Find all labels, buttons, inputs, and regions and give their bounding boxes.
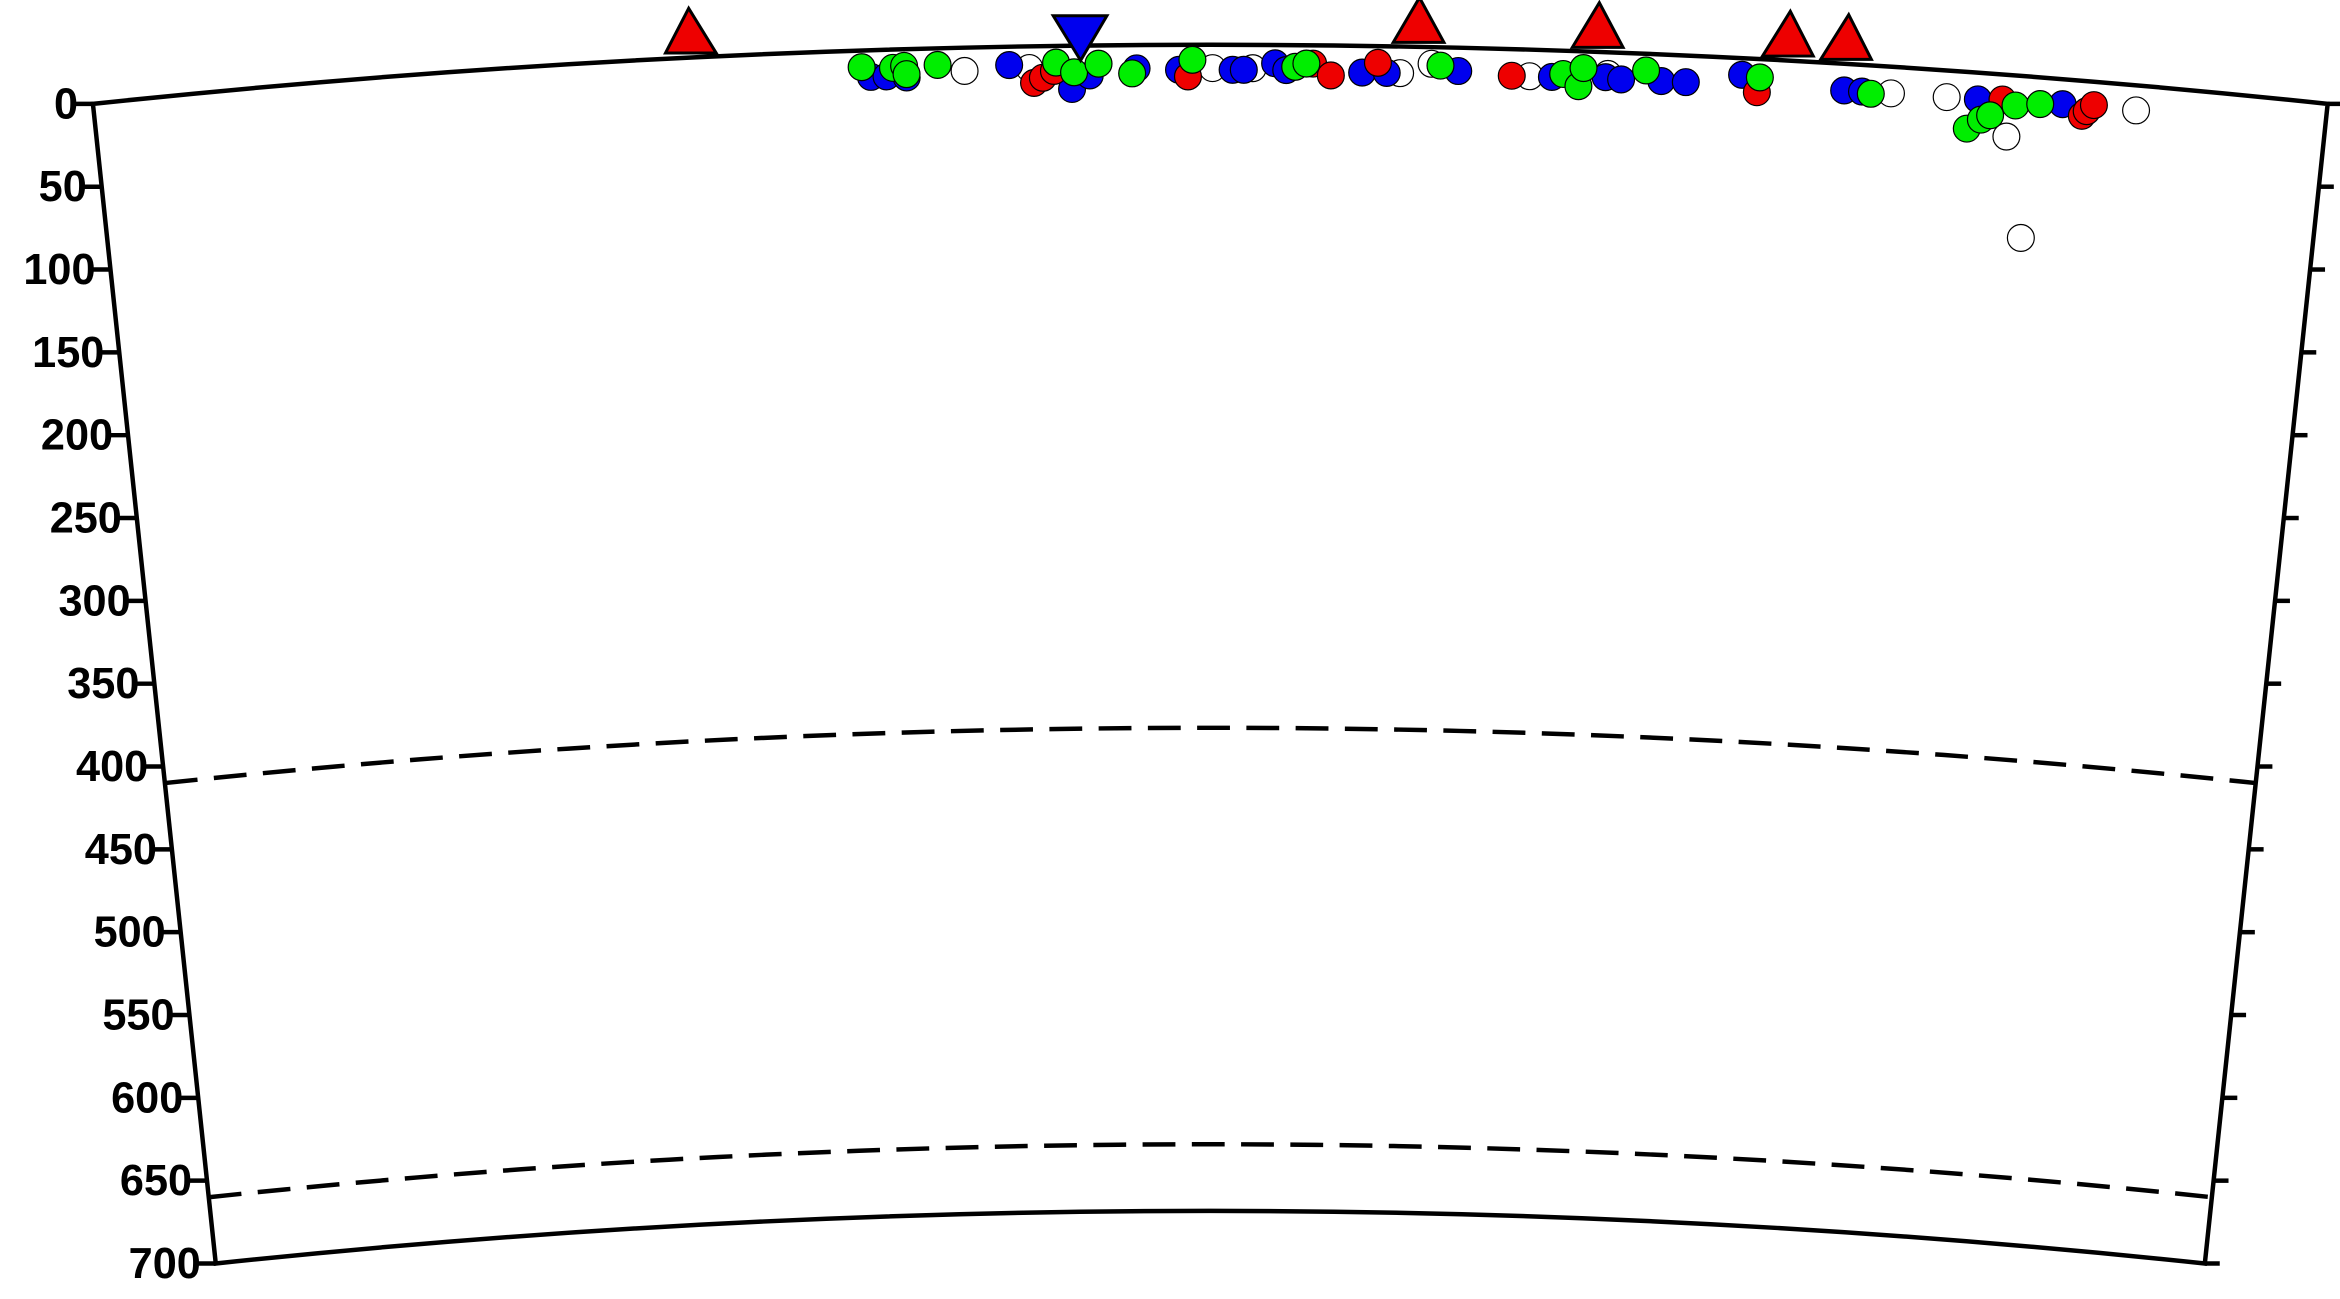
event — [2079, 91, 2108, 120]
y-tick-label: 100 — [23, 246, 95, 294]
event — [1856, 79, 1885, 108]
volcano — [1390, 0, 1447, 44]
event — [1426, 51, 1455, 80]
event — [1060, 58, 1089, 87]
event — [2122, 96, 2151, 125]
event — [1932, 83, 1961, 112]
event — [1178, 45, 1207, 74]
event — [1229, 55, 1258, 84]
event — [1632, 56, 1661, 85]
event — [950, 56, 979, 86]
station — [1050, 14, 1110, 64]
y-tick-label: 450 — [85, 826, 157, 874]
event — [847, 53, 876, 82]
event — [2026, 90, 2055, 119]
volcano — [1569, 0, 1626, 49]
event — [1671, 68, 1700, 97]
event — [1992, 122, 2021, 151]
event — [1607, 65, 1636, 94]
event — [1292, 49, 1321, 78]
y-tick-label: 400 — [76, 743, 148, 791]
y-tick-label: 50 — [39, 163, 87, 211]
y-tick-label: 350 — [67, 660, 139, 708]
y-tick-label: 650 — [120, 1157, 192, 1205]
y-tick-label: 150 — [32, 329, 104, 377]
event — [892, 60, 921, 89]
event — [2006, 223, 2035, 252]
volcano — [1759, 8, 1816, 58]
event — [2001, 91, 2030, 120]
event — [1569, 54, 1598, 83]
y-tick-label: 500 — [94, 909, 166, 957]
y-tick-label: 550 — [102, 991, 174, 1039]
event — [1745, 63, 1774, 92]
event — [1976, 101, 2005, 130]
event — [1363, 48, 1392, 77]
y-tick-label: 600 — [111, 1074, 183, 1122]
event — [1497, 61, 1526, 90]
frame — [90, 42, 2331, 1266]
volcano — [663, 5, 719, 55]
event — [1316, 61, 1345, 90]
y-tick-label: 0 — [54, 80, 78, 128]
y-tick-label: 250 — [50, 494, 122, 542]
y-tick-label: 200 — [41, 412, 113, 460]
event — [1118, 59, 1147, 88]
event — [1084, 49, 1113, 78]
y-tick-label: 700 — [129, 1240, 201, 1288]
discontinuity-line — [208, 1142, 2213, 1200]
event — [923, 50, 952, 80]
discontinuity-line — [164, 725, 2256, 786]
volcano — [1817, 11, 1874, 61]
event — [995, 50, 1024, 80]
y-tick-label: 300 — [58, 577, 130, 625]
